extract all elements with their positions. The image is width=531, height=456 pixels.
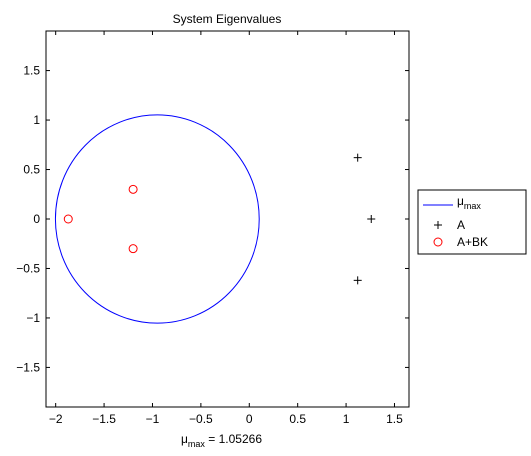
point-a [367, 215, 376, 223]
axis-ticks [46, 31, 409, 407]
point-a [353, 153, 362, 162]
y-tick-label: 0.5 [23, 163, 40, 177]
point-a-bk [128, 184, 138, 194]
x-tick-label: 1.5 [386, 412, 403, 426]
plot-frame [45, 30, 410, 408]
legend-label-a-bk: A+BK [457, 235, 488, 249]
point-a-bk [128, 244, 138, 254]
y-tick-label: −0.5 [16, 261, 40, 275]
legend-box [417, 189, 527, 255]
point-a [353, 276, 362, 285]
legend-label-a: A [457, 218, 465, 232]
legend: μmax A A+BK [417, 189, 527, 255]
mu-max-circle [54, 114, 260, 324]
x-tick-label: 1 [343, 412, 350, 426]
y-tick-label: 0 [33, 212, 40, 226]
legend-label-mu-max: μmax [457, 194, 481, 211]
y-tick-label: 1.5 [23, 64, 40, 78]
x-tick-labels: −2 −1.5 −1 −0.5 0 0.5 1 1.5 [49, 412, 403, 426]
legend-marker-a [434, 221, 442, 229]
x-tick-label: −2 [49, 412, 63, 426]
y-tick-label: −1 [26, 311, 40, 325]
x-axis-label: μmax = 1.05266 [181, 432, 262, 449]
x-tick-label: −1 [146, 412, 160, 426]
y-tick-label: 1 [33, 113, 40, 127]
x-tick-label: −1.5 [92, 412, 116, 426]
y-tick-labels: −1.5 −1 −0.5 0 0.5 1 1.5 [16, 64, 40, 375]
y-tick-label: −1.5 [16, 360, 40, 374]
x-tick-label: 0 [246, 412, 253, 426]
legend-marker-a-bk [433, 237, 443, 247]
point-a-bk [63, 214, 73, 224]
x-tick-label: −0.5 [189, 412, 213, 426]
x-tick-label: 0.5 [289, 412, 306, 426]
chart-title: System Eigenvalues [173, 12, 282, 26]
plot-area [54, 114, 376, 324]
